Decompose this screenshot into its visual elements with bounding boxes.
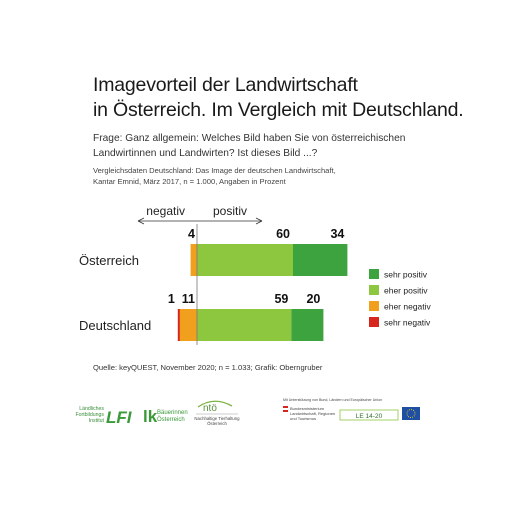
nto-mark: ntö bbox=[203, 403, 217, 414]
title-line-2: in Österreich. Im Vergleich mit Deutschl… bbox=[93, 99, 464, 121]
germany-label-eher-negativ: 11 bbox=[182, 292, 195, 306]
right-arrow-icon bbox=[255, 217, 263, 225]
germany-label-eher-positiv: 59 bbox=[274, 292, 288, 306]
nto-line-2: Österreich bbox=[207, 421, 227, 426]
survey-question: Frage: Ganz allgemein: Welches Bild habe… bbox=[93, 131, 423, 161]
chart-title: Imagevorteil der Landwirtschaft in Öster… bbox=[93, 73, 464, 123]
legend-label-sehr-positiv: sehr positiv bbox=[384, 270, 428, 280]
legend-swatch-eher-negativ bbox=[369, 301, 379, 311]
note-line-2: Kantar Emnid, März 2017, n = 1.000, Anga… bbox=[93, 177, 286, 186]
source-note: Quelle: keyQUEST, November 2020; n = 1.0… bbox=[93, 363, 323, 372]
eu-flag-icon bbox=[402, 407, 420, 420]
legend-label-sehr-negativ: sehr negativ bbox=[384, 318, 431, 328]
support-text: Mit Unterstützung von Bund, Ländern und … bbox=[283, 398, 382, 402]
ministry-line-2: Landwirtschaft, Regionen bbox=[290, 411, 335, 416]
sponsor-logo-strip: Ländliches Fortbildungs Institut LFI lk … bbox=[75, 398, 420, 427]
austria-category-label: Österreich bbox=[79, 253, 139, 268]
germany-bar-sehr-positiv bbox=[291, 309, 324, 341]
austria-bar-sehr-positiv bbox=[293, 244, 348, 276]
lk-logo: lk Bäuerinnen Österreich bbox=[143, 407, 188, 426]
austria-label-sehr-positiv: 34 bbox=[330, 227, 344, 241]
lk-mark: lk bbox=[143, 407, 158, 426]
lk-line-2: Österreich bbox=[157, 416, 185, 423]
legend-swatch-sehr-negativ bbox=[369, 317, 379, 327]
germany-label-sehr-positiv: 20 bbox=[306, 292, 320, 306]
note-line-1: Vergleichsdaten Deutschland: Das Image d… bbox=[93, 166, 336, 175]
austria-bar-eher-negativ bbox=[190, 244, 197, 276]
lfi-line-3: Institut bbox=[89, 418, 105, 424]
legend-swatch-sehr-positiv bbox=[369, 269, 379, 279]
lfi-mark: LFI bbox=[106, 408, 133, 427]
question-line-1: Frage: Ganz allgemein: Welches Bild habe… bbox=[93, 133, 406, 144]
germany-bar-eher-positiv bbox=[197, 309, 292, 341]
left-arrow-icon bbox=[137, 217, 145, 225]
austria-label-eher-negativ: 4 bbox=[188, 227, 195, 241]
legend-label-eher-negativ: eher negativ bbox=[384, 302, 432, 312]
germany-bar-eher-negativ bbox=[179, 309, 197, 341]
germany-category-label: Deutschland bbox=[79, 318, 151, 333]
ministry-line-3: und Tourismus bbox=[290, 416, 316, 421]
title-line-1: Imagevorteil der Landwirtschaft bbox=[93, 74, 358, 96]
germany-bar-sehr-negativ bbox=[177, 309, 180, 341]
question-line-2: Landwirtinnen und Landwirten? Ist dieses… bbox=[93, 148, 318, 159]
negative-direction-label: negativ bbox=[146, 204, 185, 218]
lk-line-1: Bäuerinnen bbox=[157, 410, 188, 416]
lfi-line-2: Fortbildungs bbox=[75, 412, 104, 418]
ministry-line-1: Bundesministerium bbox=[290, 406, 325, 411]
legend-swatch-eher-positiv bbox=[369, 285, 379, 295]
austria-label-eher-positiv: 60 bbox=[276, 227, 290, 241]
comparison-note: Vergleichsdaten Deutschland: Das Image d… bbox=[93, 165, 423, 187]
positive-direction-label: positiv bbox=[213, 204, 247, 218]
nto-logo: ntö Nachhaltige Tierhaltung Österreich bbox=[194, 400, 240, 426]
nto-swoosh bbox=[197, 400, 233, 408]
nto-line-1: Nachhaltige Tierhaltung bbox=[194, 416, 240, 421]
le-mark: LE 14-20 bbox=[356, 413, 383, 420]
ministry-logo: Bundesministerium Landwirtschaft, Region… bbox=[283, 406, 335, 421]
germany-label-sehr-negativ: 1 bbox=[168, 292, 175, 306]
legend-label-eher-positiv: eher positiv bbox=[384, 286, 428, 296]
le-logo: LE 14-20 bbox=[339, 409, 399, 421]
lfi-logo: Ländliches Fortbildungs Institut LFI bbox=[75, 406, 132, 427]
lfi-line-1: Ländliches bbox=[79, 406, 104, 412]
austria-bar-eher-positiv bbox=[197, 244, 293, 276]
